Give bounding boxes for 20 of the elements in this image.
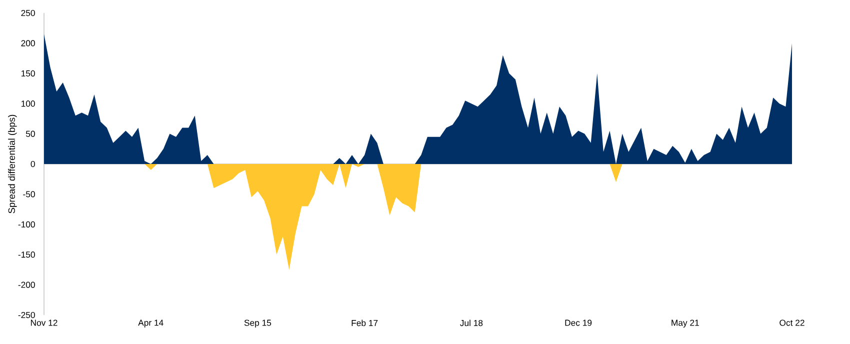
y-tick-label: -50 xyxy=(23,191,35,198)
y-tick-label: -150 xyxy=(18,252,35,258)
y-tick-label: 200 xyxy=(21,40,35,46)
y-axis-title: Spread differential (bps) xyxy=(8,114,17,214)
y-tick-label: 0 xyxy=(30,160,35,168)
y-tick-label: -250 xyxy=(18,312,35,318)
x-tick-label: Apr 14 xyxy=(138,320,164,328)
x-tick-label: Dec 19 xyxy=(565,320,592,326)
x-tick-label: May 21 xyxy=(672,320,699,328)
y-tick-label: 100 xyxy=(22,100,35,107)
x-tick-label: Nov 12 xyxy=(30,320,58,326)
y-tick-label: -200 xyxy=(18,282,35,288)
x-tick-label: Sep 15 xyxy=(244,320,272,328)
x-tick-label: Jul 18 xyxy=(460,320,483,326)
x-tick-label: Feb 17 xyxy=(352,320,378,326)
y-tick-label: -100 xyxy=(18,221,35,228)
y-tick-label: 150 xyxy=(22,70,35,76)
y-tick-label: 250 xyxy=(21,10,35,16)
y-tick-label: 50 xyxy=(26,130,35,137)
x-tick-label: Oct 22 xyxy=(780,320,804,326)
